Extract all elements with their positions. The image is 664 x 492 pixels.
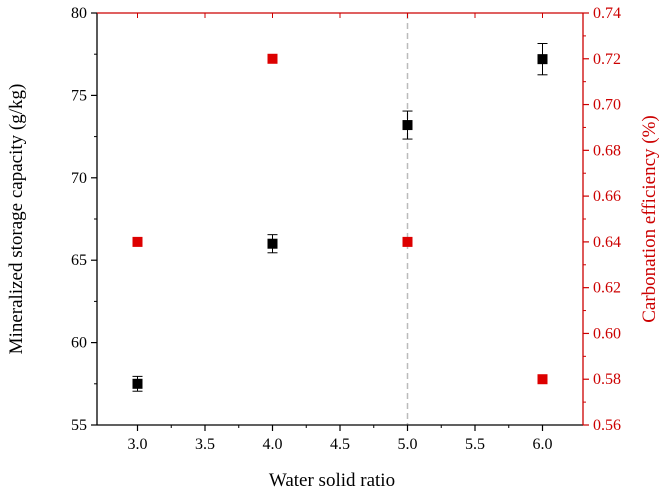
left-y-tick-label: 75: [71, 87, 87, 104]
storage-capacity-point: [537, 54, 548, 65]
carbonation-efficiency-point: [402, 236, 413, 247]
left-y-tick-label: 60: [71, 335, 87, 352]
x-tick-label: 5.0: [398, 436, 418, 453]
right-y-tick-label: 0.58: [593, 371, 621, 388]
right-y-tick-label: 0.64: [593, 234, 621, 251]
carbonation-efficiency-point: [537, 374, 548, 385]
x-tick-label: 4.5: [330, 436, 350, 453]
x-tick-label: 4.0: [263, 436, 283, 453]
right-y-tick-label: 0.70: [593, 97, 621, 114]
right-y-axis-title: Carbonation efficiency (%): [639, 115, 660, 323]
right-y-tick-label: 0.66: [593, 188, 621, 205]
storage-capacity-point: [267, 238, 278, 249]
left-y-axis-title: Mineralized storage capacity (g/kg): [6, 84, 27, 355]
storage-capacity-point: [132, 378, 143, 389]
right-y-tick-label: 0.60: [593, 325, 621, 342]
right-y-tick-label: 0.72: [593, 51, 621, 68]
left-y-tick-label: 65: [71, 252, 87, 269]
right-y-tick-label: 0.74: [593, 5, 621, 22]
carbonation-efficiency-point: [267, 53, 278, 64]
x-tick-label: 5.5: [465, 436, 485, 453]
left-y-tick-label: 70: [71, 170, 87, 187]
storage-capacity-point: [402, 120, 413, 131]
marks-layer: [132, 42, 548, 392]
x-tick-label: 3.5: [195, 436, 215, 453]
x-axis-title: Water solid ratio: [269, 470, 395, 491]
axes-layer: 3.0 3.5 4.0 4.5 5.0 5.5 6.0 55 60 65 70 75 80 0.56 0.5…: [71, 5, 621, 453]
right-y-tick-label: 0.62: [593, 280, 621, 297]
right-y-tick-label: 0.56: [593, 417, 621, 434]
left-y-tick-label: 55: [71, 417, 87, 434]
carbonation-efficiency-point: [132, 236, 143, 247]
x-tick-label: 3.0: [128, 436, 148, 453]
right-y-tick-label: 0.68: [593, 142, 621, 159]
x-tick-label: 6.0: [533, 436, 553, 453]
left-y-tick-label: 80: [71, 5, 87, 22]
